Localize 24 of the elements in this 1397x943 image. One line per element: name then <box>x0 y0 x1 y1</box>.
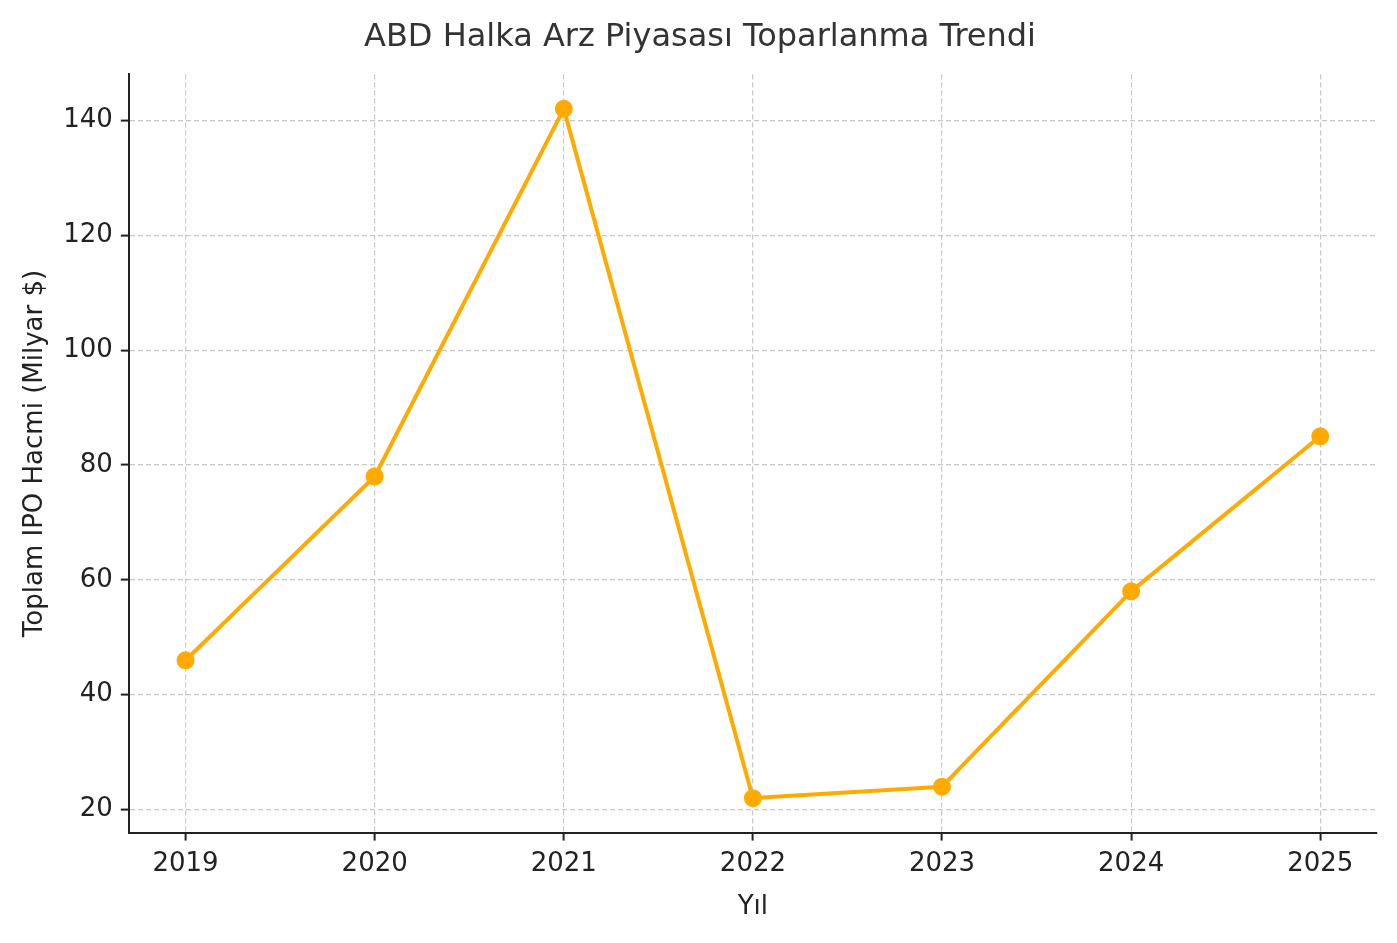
point <box>176 651 195 670</box>
point <box>1122 582 1141 601</box>
x-tick-label: 2023 <box>908 846 976 877</box>
y-tick-label: 100 <box>63 332 113 363</box>
y-tick-label: 120 <box>63 217 113 248</box>
x-tick-label: 2024 <box>1098 846 1165 877</box>
x-tick-label: 2025 <box>1287 846 1354 877</box>
x-tick-label: 2021 <box>530 846 597 877</box>
point <box>743 789 762 808</box>
y-axis-title: Toplam IPO Hacmi (Milyar $) <box>18 269 49 639</box>
y-tick-label: 80 <box>79 447 113 478</box>
point <box>1311 427 1330 446</box>
x-axis-title: Yıl <box>736 890 769 921</box>
point <box>933 777 952 796</box>
y-tick-label: 140 <box>63 103 113 134</box>
x-tick-label: 2022 <box>719 846 786 877</box>
x-tick-label: 2020 <box>341 846 408 877</box>
y-tick-label: 20 <box>79 792 113 823</box>
chart-title: ABD Halka Arz Piyasası Toparlanma Trendi <box>364 15 1036 54</box>
y-tick-label: 40 <box>79 677 113 708</box>
x-tick-label: 2019 <box>152 846 219 877</box>
point <box>554 99 573 118</box>
point <box>365 467 384 486</box>
y-tick-label: 60 <box>79 562 113 593</box>
